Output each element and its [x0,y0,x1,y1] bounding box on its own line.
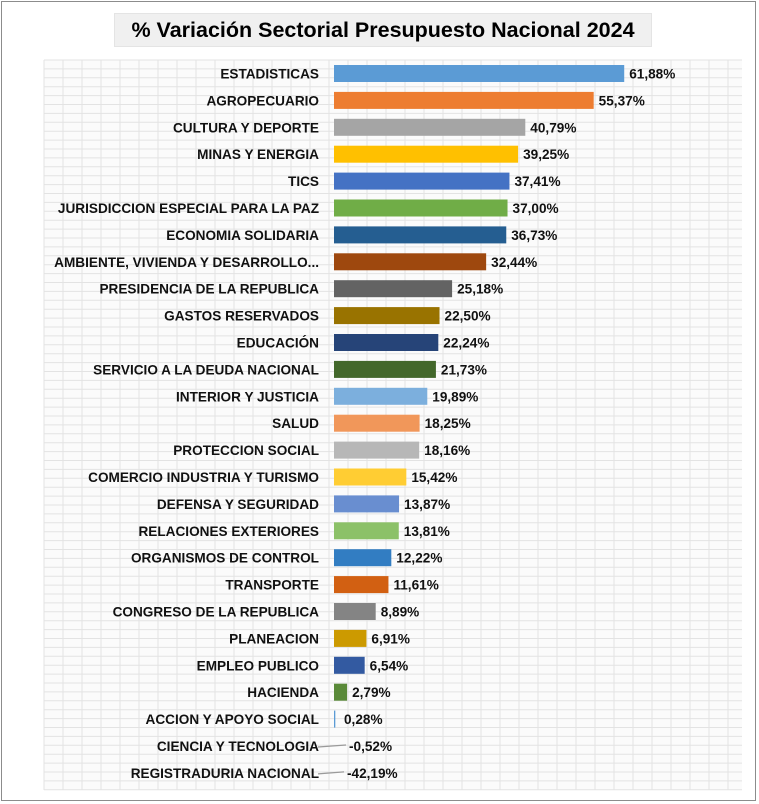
bar [334,360,436,378]
value-label: 6,91% [371,631,410,646]
value-label: 39,25% [523,147,569,162]
value-label: 19,89% [432,389,478,404]
category-label: TRANSPORTE [225,578,319,593]
category-label: SERVICIO A LA DEUDA NACIONAL [93,362,319,377]
bar [334,414,420,432]
bar [334,226,507,244]
value-label: 13,81% [404,524,450,539]
value-label: 22,24% [443,336,489,351]
value-label: 36,73% [511,228,557,243]
category-label: EMPLEO PUBLICO [197,658,319,673]
bar-leader-line [317,771,345,775]
category-label: SALUD [272,416,319,431]
value-label: 21,73% [441,362,487,377]
bar [334,91,594,109]
category-label: EDUCACIÓN [237,336,319,351]
category-label: AMBIENTE, VIVIENDA Y DESARROLLO... [54,255,319,270]
value-label: 55,37% [599,93,645,108]
category-label: GASTOS RESERVADOS [164,309,319,324]
category-labels: ESTADISTICAS AGROPECUARIO CULTURA Y DEPORT… [54,67,319,781]
category-label: ESTADISTICAS [220,67,319,82]
bar [334,683,348,701]
category-label: ACCION Y APOYO SOCIAL [146,712,319,727]
category-label: INTERIOR Y JUSTICIA [176,389,319,404]
value-label: 25,18% [457,282,503,297]
category-label: CONGRESO DE LA REPUBLICA [113,605,320,620]
value-label: 2,79% [352,685,391,700]
category-label: DEFENSA Y SEGURIDAD [157,497,319,512]
bar [334,629,367,647]
chart-title: % Variación Sectorial Presupuesto Nacion… [131,17,635,42]
bar [334,118,526,136]
category-label: MINAS Y ENERGIA [197,147,319,162]
value-label: 37,41% [514,174,560,189]
bar [334,522,399,540]
value-label: 8,89% [381,605,420,620]
category-label: JURISDICCION ESPECIAL PARA LA PAZ [58,201,319,216]
bar [334,387,428,405]
value-label: 18,16% [424,443,470,458]
value-label: -42,19% [347,766,398,781]
bar [334,549,392,567]
category-label: PLANEACION [229,631,319,646]
value-label: 22,50% [445,309,491,324]
bar [334,710,336,728]
bar [334,495,400,513]
bar [334,145,519,163]
category-label: RELACIONES EXTERIORES [138,524,319,539]
bar [334,334,439,351]
value-label: 12,22% [396,551,442,566]
value-label: 32,44% [491,255,537,270]
value-label: 0,28% [344,712,383,727]
value-label: 18,25% [425,416,471,431]
bar [334,65,625,82]
category-label: REGISTRADURIA NACIONAL [131,766,319,781]
bar [334,253,487,271]
value-label: 61,88% [629,67,675,82]
value-label: 6,54% [370,658,409,673]
bar-leader-line [317,744,347,748]
bar [334,468,407,486]
category-label: AGROPECUARIO [206,93,319,108]
category-label: CIENCIA Y TECNOLOGIA [157,739,319,754]
category-label: CULTURA Y DEPORTE [173,120,319,135]
bar [334,199,508,217]
value-label: 15,42% [411,470,457,485]
chart-title-box: % Variación Sectorial Presupuesto Nacion… [114,13,652,47]
bar [334,603,376,620]
category-label: TICS [288,174,319,189]
value-label: 37,00% [513,201,559,216]
bar [334,656,365,674]
value-label: 11,61% [393,578,438,593]
category-label: ORGANISMOS DE CONTROL [131,551,319,566]
bar [334,441,420,459]
bars [317,65,625,775]
category-label: PROTECCION SOCIAL [173,443,319,458]
value-label: -0,52% [349,739,392,754]
category-label: ECONOMIA SOLIDARIA [166,228,319,243]
category-label: HACIENDA [247,685,319,700]
category-label: COMERCIO INDUSTRIA Y TURISMO [88,470,319,485]
bar [334,280,453,298]
value-labels: 61,88% 55,37% 40,79% 39,25% 37,41% 37,00% 36,7… [344,67,675,781]
value-label: 40,79% [530,120,576,135]
bar [334,307,440,325]
category-label: PRESIDENCIA DE LA REPUBLICA [99,282,319,297]
bar [334,576,389,594]
bar [334,172,510,190]
value-label: 13,87% [404,497,450,512]
